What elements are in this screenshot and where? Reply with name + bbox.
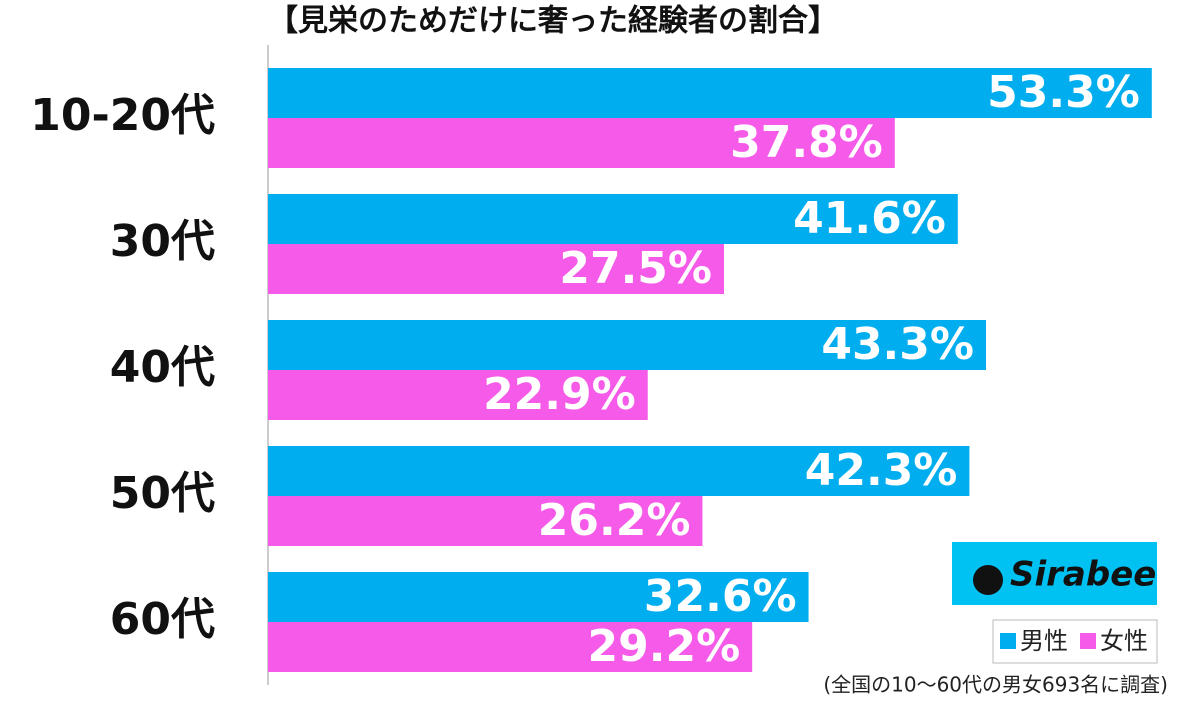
bar [268,118,895,168]
category-label: 10-20代 [30,90,215,141]
logo-icon [973,565,1003,595]
category-label: 60代 [110,594,215,645]
value-label: 53.3% [987,67,1140,118]
legend-label: 女性 [1100,627,1148,655]
legend-label: 男性 [1020,627,1068,655]
bar [268,572,809,622]
logo-text: Sirabee [1010,555,1156,595]
value-label: 26.2% [538,495,691,546]
bar [268,244,724,294]
value-label: 37.8% [730,117,883,168]
footnote: (全国の10～60代の男女693名に調査) [823,673,1168,697]
value-label: 29.2% [588,621,741,672]
bar [268,320,986,370]
category-label: 30代 [110,216,215,267]
bar [268,194,958,244]
value-label: 27.5% [559,243,712,294]
value-label: 41.6% [793,193,946,244]
bar [268,496,703,546]
value-label: 43.3% [821,319,974,370]
legend-swatch [1080,633,1096,649]
category-label: 50代 [110,468,215,519]
legend-swatch [1000,633,1016,649]
bar [268,622,753,672]
legend-box [992,619,1158,664]
value-label: 42.3% [805,445,958,496]
chart-title: 【見栄のためだけに奢った経験者の割合】 [268,4,838,39]
bar [268,370,648,420]
category-label: 40代 [110,342,215,393]
bar [268,446,970,496]
bar [268,68,1152,118]
value-label: 22.9% [483,369,636,420]
value-label: 32.6% [644,571,797,622]
